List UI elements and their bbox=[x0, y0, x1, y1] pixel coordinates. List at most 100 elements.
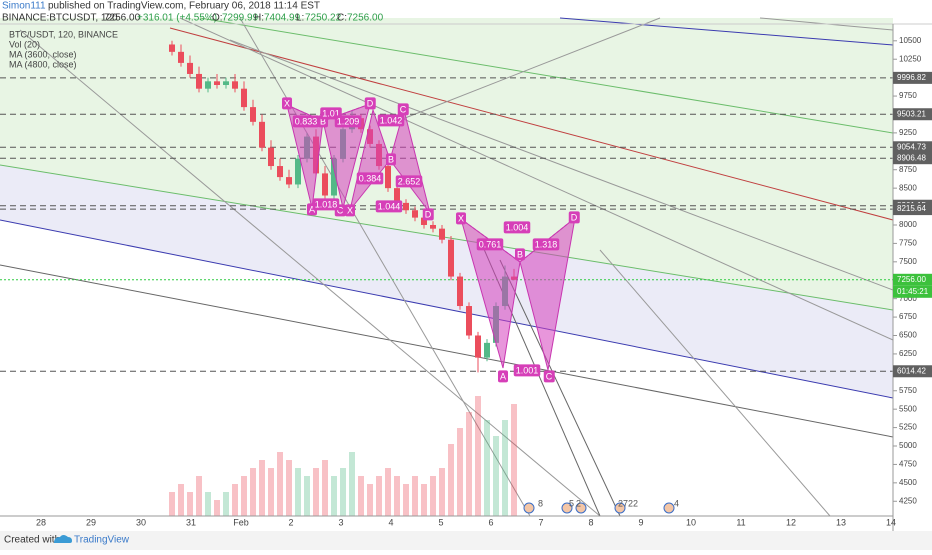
pattern-label-bg bbox=[312, 198, 340, 211]
pattern-label-bg bbox=[532, 238, 560, 251]
candle-body bbox=[178, 51, 184, 63]
price-tag bbox=[893, 273, 932, 286]
indicator: Vol (20) bbox=[9, 39, 40, 49]
low: 7250.22 bbox=[305, 13, 342, 24]
channel-blue bbox=[0, 165, 893, 398]
channel-line bbox=[199, 17, 894, 134]
author[interactable]: Simon111 bbox=[2, 1, 46, 12]
y-tick-label: 4250 bbox=[899, 496, 917, 505]
pattern-label: A bbox=[500, 371, 506, 381]
volume-bar bbox=[412, 476, 418, 516]
pattern-label-bg bbox=[503, 221, 531, 234]
trend-line bbox=[19, 29, 601, 517]
candle-body bbox=[331, 158, 337, 196]
published: published on TradingView.com, February 0… bbox=[48, 1, 320, 12]
candle-body bbox=[457, 276, 463, 307]
pattern-label: D bbox=[367, 98, 374, 108]
volume-bar bbox=[214, 500, 220, 516]
y-tick-label: 8500 bbox=[899, 183, 917, 192]
volume-bar bbox=[367, 484, 373, 516]
trend-line bbox=[229, 39, 894, 291]
pattern-label-bg bbox=[476, 238, 504, 251]
trend-line bbox=[499, 259, 621, 517]
channel-line bbox=[559, 17, 894, 46]
volume-bar bbox=[376, 476, 382, 516]
pattern-label: 1.044 bbox=[378, 201, 401, 211]
price-tag-label: 9996.82 bbox=[897, 73, 926, 82]
volume-bar bbox=[331, 476, 337, 516]
pattern-leg bbox=[322, 103, 371, 209]
volume-bar bbox=[250, 468, 256, 516]
price-tag-label: 8215.64 bbox=[897, 204, 926, 213]
volume-bar bbox=[313, 468, 319, 516]
drawings bbox=[0, 17, 894, 517]
pattern-label-bg bbox=[422, 208, 434, 221]
pattern-leg bbox=[349, 108, 391, 211]
price-tag bbox=[893, 71, 932, 84]
pattern-label: 1.018 bbox=[315, 199, 338, 209]
pattern-ratio-line bbox=[286, 103, 371, 122]
trend-line bbox=[399, 17, 661, 121]
pattern-leg bbox=[286, 104, 324, 209]
trend-line bbox=[179, 17, 894, 341]
pattern-label-bg bbox=[281, 97, 293, 110]
pattern-label: 0.384 bbox=[359, 173, 382, 183]
candle-body bbox=[214, 81, 220, 86]
x-tick-label: 29 bbox=[86, 517, 96, 527]
price-tag bbox=[893, 152, 932, 165]
candle-body bbox=[385, 166, 391, 189]
logo bbox=[54, 535, 72, 543]
volume-bar bbox=[178, 484, 184, 516]
pattern-label-bg bbox=[334, 115, 362, 128]
y-tick-label: 9750 bbox=[899, 91, 917, 100]
candle-body bbox=[466, 306, 472, 336]
candle-body bbox=[196, 73, 202, 89]
open: 7299.99 bbox=[222, 13, 259, 24]
volume-bar bbox=[196, 476, 202, 516]
candle-body bbox=[484, 342, 490, 358]
volume-bar bbox=[223, 492, 229, 516]
price-tag bbox=[893, 365, 932, 378]
pattern-label: D bbox=[425, 209, 432, 219]
y-tick-label: 4500 bbox=[899, 478, 917, 487]
pattern-label: C bbox=[337, 205, 344, 215]
plot bbox=[0, 40, 893, 516]
volume-bar bbox=[295, 468, 301, 516]
open-label: O: bbox=[212, 13, 223, 24]
pattern-label: 1.004 bbox=[506, 222, 529, 232]
x-tick-label: 13 bbox=[836, 517, 846, 527]
indicator: MA (4800, close) bbox=[9, 59, 77, 69]
candle-body bbox=[403, 202, 409, 211]
high: 7404.99 bbox=[264, 13, 301, 24]
event-label: 5 bbox=[569, 498, 574, 508]
pattern-label-bg bbox=[497, 370, 509, 383]
volume-bar bbox=[466, 412, 472, 516]
pattern-label: 1.001 bbox=[516, 365, 539, 375]
footer-brand[interactable]: TradingView bbox=[74, 535, 130, 546]
candle-body bbox=[187, 62, 193, 74]
symbol: BINANCE:BTCUSDT, 120 bbox=[2, 13, 118, 24]
volume-bar bbox=[511, 404, 517, 516]
pattern-label: X bbox=[347, 205, 353, 215]
footer-text: Created with bbox=[4, 535, 60, 546]
volume-bar bbox=[358, 476, 364, 516]
volume-bar bbox=[187, 492, 193, 516]
pattern-label-bg bbox=[375, 200, 403, 213]
low-label: L: bbox=[296, 13, 304, 24]
y-tick-label: 7500 bbox=[899, 257, 917, 266]
channel-line bbox=[0, 164, 894, 311]
chart-title: BTC/USDT, 120, BINANCE bbox=[9, 29, 118, 39]
pattern-label-bg bbox=[397, 103, 409, 116]
y-tick-label: 4750 bbox=[899, 460, 917, 469]
pattern-label: X bbox=[284, 98, 290, 108]
pattern-label-bg bbox=[377, 114, 405, 127]
y-tick-label: 8000 bbox=[899, 220, 917, 229]
volume-bar bbox=[385, 468, 391, 516]
pattern-label-bg bbox=[568, 211, 580, 224]
y-tick-label: 5500 bbox=[899, 404, 917, 413]
pattern-label: 1.01 bbox=[322, 108, 340, 118]
pattern-label: A bbox=[309, 204, 315, 214]
volume-bar bbox=[340, 468, 346, 516]
countdown: 01:45:21 bbox=[897, 287, 929, 296]
x-tick-label: 9 bbox=[638, 517, 643, 527]
